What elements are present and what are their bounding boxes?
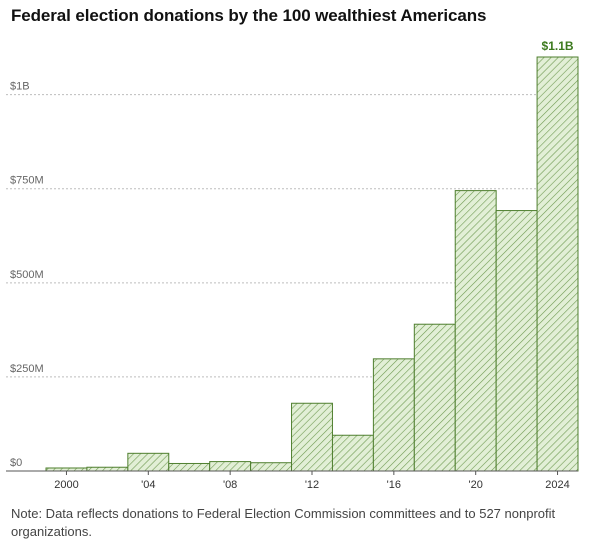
- y-tick-label: $0: [10, 457, 22, 469]
- bar-2022: [495, 210, 538, 472]
- x-tick-label: 2024: [545, 479, 569, 491]
- bar-2012: [291, 402, 333, 472]
- x-tick-label: 2000: [54, 479, 78, 491]
- bar-2018: [413, 323, 456, 472]
- bar-2014: [331, 434, 374, 472]
- chart-note: Note: Data reflects donations to Federal…: [11, 506, 556, 539]
- x-tick-label: '12: [305, 479, 319, 491]
- bar-2010: [250, 462, 293, 472]
- x-axis-ticks: 2000 '04 '08 '12 '16 '20 2024: [54, 471, 570, 491]
- bar-2008: [209, 461, 252, 472]
- y-axis-ticks: $0 $250M $500M $750M $1B: [10, 81, 44, 469]
- bar-2016: [372, 358, 415, 472]
- bar-2002: [86, 466, 129, 472]
- y-tick-label: $750M: [10, 175, 44, 187]
- bars: [45, 56, 579, 472]
- bar-chart: $0 $250M $500M $750M $1B 2000 '04 '08 '12 '16 '20…: [6, 39, 579, 491]
- y-tick-label: $250M: [10, 363, 44, 375]
- bar-annotation: $1.1B: [542, 39, 574, 53]
- bar-2020: [454, 190, 497, 472]
- chart-title: Federal election donations by the 100 we…: [11, 6, 487, 25]
- x-tick-label: '20: [469, 479, 483, 491]
- y-tick-label: $500M: [10, 269, 44, 281]
- bar-2004: [127, 452, 170, 472]
- bar-2024: [536, 56, 579, 472]
- y-tick-label: $1B: [10, 81, 30, 93]
- x-tick-label: '16: [387, 479, 401, 491]
- x-tick-label: '08: [223, 479, 237, 491]
- annotation-label: $1.1B: [542, 39, 574, 53]
- x-tick-label: '04: [141, 479, 155, 491]
- bar-2006: [168, 462, 211, 472]
